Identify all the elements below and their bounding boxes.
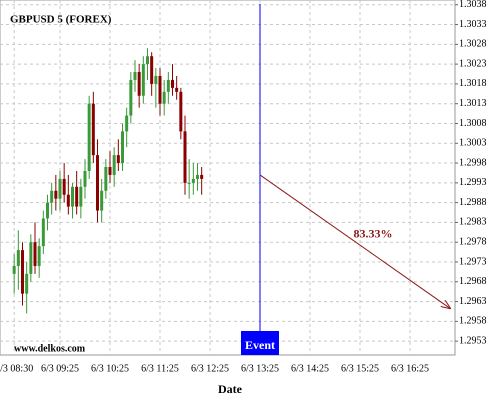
candle-body xyxy=(62,178,66,195)
candle-body xyxy=(116,155,120,164)
y-tick-label: 1.2953 xyxy=(459,335,487,346)
candle-body xyxy=(183,131,187,183)
candle-body xyxy=(58,178,62,199)
y-tick-label: 1.3018 xyxy=(459,78,487,89)
x-tick-label: 6/3 11:25 xyxy=(141,363,179,374)
x-tick-label: 6/3 12:25 xyxy=(191,363,229,374)
candle-body xyxy=(41,218,45,247)
candle-body xyxy=(91,103,95,156)
candle-body xyxy=(121,131,124,164)
y-tick-label: 1.2978 xyxy=(459,237,487,248)
candle-body xyxy=(16,250,20,266)
x-tick-label: 6/3 10:25 xyxy=(91,363,129,374)
forecast-arrow xyxy=(259,174,450,308)
candle-body xyxy=(133,72,137,80)
candle-body xyxy=(66,194,70,207)
y-tick-label: 1.3028 xyxy=(459,39,487,50)
candle-body xyxy=(87,103,91,171)
y-tick-label: 1.2983 xyxy=(459,217,487,228)
candle-body xyxy=(83,170,87,187)
candle-body xyxy=(112,155,116,175)
x-tick-label: 6/3 14:25 xyxy=(291,363,329,374)
candle-body xyxy=(150,56,154,84)
candle-body xyxy=(191,178,195,183)
event-label: Event xyxy=(245,338,275,352)
y-tick-label: 1.3023 xyxy=(459,58,487,69)
candle-body xyxy=(50,190,54,203)
candle-body xyxy=(187,182,191,184)
candle-body xyxy=(108,167,112,175)
forecast-label: 83.33% xyxy=(354,226,393,240)
candle-body xyxy=(175,87,179,92)
x-tick-label: 6/3 08:30 xyxy=(0,363,33,374)
candle-body xyxy=(104,167,108,191)
chart-title: GBPUSD 5 (FOREX) xyxy=(10,14,112,26)
watermark: www.delkos.com xyxy=(14,343,86,354)
candle-body xyxy=(179,91,183,132)
candle-body xyxy=(196,174,199,179)
candle-body xyxy=(29,242,33,274)
candle-body xyxy=(129,79,133,116)
y-tick-label: 1.2993 xyxy=(459,177,487,188)
candle-body xyxy=(33,242,37,266)
y-tick-label: 1.3038 xyxy=(459,0,487,10)
y-tick-label: 1.3013 xyxy=(459,98,487,109)
y-tick-label: 1.2968 xyxy=(459,276,487,287)
candle-body xyxy=(37,246,41,266)
candle-body xyxy=(79,186,83,207)
candle-body xyxy=(100,190,104,211)
candle-body xyxy=(125,115,129,132)
y-tick-label: 1.3008 xyxy=(459,118,487,129)
y-tick-label: 1.2988 xyxy=(459,197,487,208)
candle-body xyxy=(46,202,49,219)
candle-body xyxy=(166,79,170,92)
candle-body xyxy=(154,75,158,84)
y-tick-label: 1.2958 xyxy=(459,316,487,327)
candle-body xyxy=(25,273,29,294)
x-tick-label: 6/3 13:25 xyxy=(241,363,279,374)
candle-body xyxy=(21,250,24,294)
candle-body xyxy=(12,265,16,274)
y-tick-label: 1.2998 xyxy=(459,157,487,168)
candle-body xyxy=(75,186,79,207)
event-box xyxy=(241,331,279,355)
x-tick-label: 6/3 16:25 xyxy=(391,363,429,374)
candle-body xyxy=(171,79,174,88)
candle-body xyxy=(54,190,58,199)
candle-body xyxy=(158,75,162,104)
x-axis-title: Date xyxy=(218,382,243,396)
candle-body xyxy=(137,72,141,96)
y-tick-label: 1.2963 xyxy=(459,296,487,307)
candle-body xyxy=(96,155,99,211)
y-tick-label: 1.2973 xyxy=(459,256,487,267)
candle-body xyxy=(162,91,166,104)
candle-body xyxy=(200,174,204,179)
x-tick-label: 6/3 09:25 xyxy=(41,363,79,374)
candle-body xyxy=(146,56,149,65)
x-tick-label: 6/3 15:25 xyxy=(341,363,379,374)
plot-area xyxy=(0,0,456,356)
candle-body xyxy=(141,64,145,96)
y-tick-label: 1.3033 xyxy=(459,19,487,30)
y-tick-label: 1.3003 xyxy=(459,138,487,149)
candle-body xyxy=(71,186,74,207)
